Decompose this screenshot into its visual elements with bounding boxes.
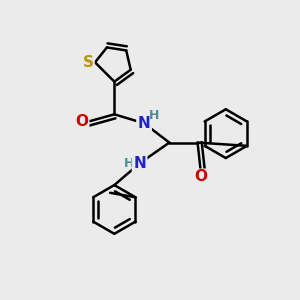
Text: O: O xyxy=(76,114,89,129)
Text: S: S xyxy=(83,55,94,70)
Text: O: O xyxy=(194,169,207,184)
Text: H: H xyxy=(124,157,134,170)
Text: H: H xyxy=(148,109,159,122)
Text: N: N xyxy=(138,116,150,131)
Text: N: N xyxy=(133,156,146,171)
